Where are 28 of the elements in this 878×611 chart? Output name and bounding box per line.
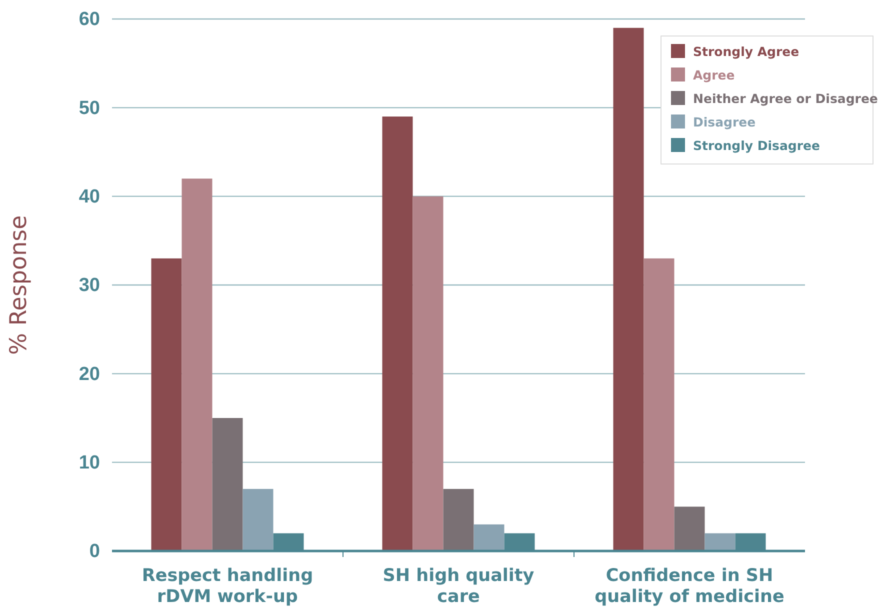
bar: [674, 506, 705, 551]
legend-label: Strongly Disagree: [693, 138, 820, 153]
bar: [412, 196, 444, 551]
x-tick-label: SH high quality care: [382, 566, 535, 607]
y-tick-label: 30: [78, 275, 100, 296]
y-tick-label: 60: [78, 9, 100, 30]
x-tick-label: Confidence in SH quality of medicine: [594, 566, 784, 607]
y-tick-label: 10: [78, 452, 100, 474]
bar: [212, 418, 243, 551]
bar: [704, 533, 736, 551]
legend-label: Neither Agree or Disagree: [693, 91, 878, 106]
bar: [382, 116, 413, 551]
legend-label: Disagree: [693, 114, 756, 130]
legend-label: Strongly Agree: [693, 44, 800, 59]
y-axis-title: % Response: [6, 215, 32, 355]
y-tick-label: 40: [78, 186, 100, 208]
bar: [474, 524, 504, 551]
y-tick-label: 0: [89, 541, 100, 562]
x-tick-label: Respect handling rDVM work-up: [142, 566, 314, 607]
bar: [443, 488, 474, 551]
bar: [182, 178, 212, 551]
y-tick-label: 50: [78, 98, 100, 119]
y-tick-label: 20: [78, 364, 100, 385]
legend-label: Agree: [693, 68, 735, 82]
bar: [242, 488, 274, 551]
bar: [151, 258, 182, 551]
bar: [613, 28, 644, 551]
bar: [644, 258, 674, 551]
